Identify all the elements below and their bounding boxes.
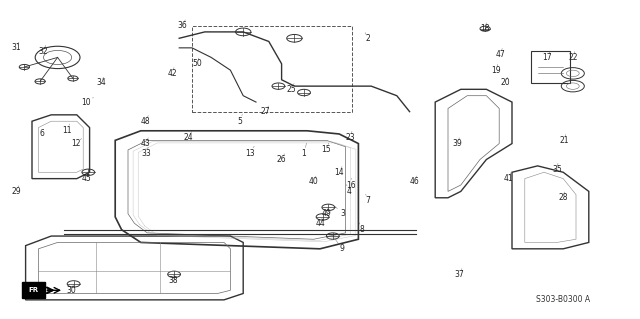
FancyBboxPatch shape — [22, 282, 45, 298]
Text: 15: 15 — [321, 145, 332, 154]
Text: 39: 39 — [452, 139, 463, 148]
Text: 17: 17 — [542, 53, 552, 62]
Text: 23: 23 — [346, 133, 356, 142]
Text: 36: 36 — [177, 21, 188, 30]
Text: 6: 6 — [39, 130, 44, 138]
Text: 13: 13 — [244, 149, 255, 158]
Text: 50: 50 — [192, 59, 202, 68]
Text: 37: 37 — [454, 270, 465, 279]
Text: 48: 48 — [141, 117, 151, 126]
Text: 9: 9 — [340, 244, 345, 253]
Text: 40: 40 — [308, 177, 319, 186]
Text: 46: 46 — [410, 177, 420, 186]
Text: 34: 34 — [96, 78, 106, 87]
Text: 26: 26 — [276, 155, 287, 164]
Text: 49: 49 — [321, 209, 332, 218]
Text: 47: 47 — [495, 50, 506, 59]
Text: 28: 28 — [559, 193, 568, 202]
Text: 4: 4 — [346, 187, 351, 196]
Text: 20: 20 — [500, 78, 511, 87]
Text: 10: 10 — [81, 98, 92, 107]
Text: 3: 3 — [340, 209, 345, 218]
Text: 43: 43 — [141, 139, 151, 148]
Text: 8: 8 — [359, 225, 364, 234]
Text: 22: 22 — [569, 53, 578, 62]
Text: S303-B0300 A: S303-B0300 A — [536, 295, 590, 304]
Text: 42: 42 — [168, 69, 178, 78]
Text: 12: 12 — [71, 139, 80, 148]
Text: 18: 18 — [481, 24, 490, 33]
Text: 31: 31 — [11, 43, 21, 52]
Text: 5: 5 — [237, 117, 243, 126]
Text: 1: 1 — [301, 149, 307, 158]
Text: FR: FR — [28, 287, 38, 293]
Text: 33: 33 — [141, 149, 151, 158]
Text: 29: 29 — [11, 187, 21, 196]
Text: 27: 27 — [260, 107, 271, 116]
Text: 21: 21 — [560, 136, 569, 145]
Text: 35: 35 — [552, 165, 562, 174]
Text: 30: 30 — [67, 286, 77, 295]
Text: 45: 45 — [81, 174, 92, 183]
Text: 14: 14 — [334, 168, 344, 177]
Text: 38: 38 — [168, 276, 178, 285]
Text: 32: 32 — [38, 47, 49, 56]
Text: 44: 44 — [315, 219, 325, 228]
Text: 7: 7 — [365, 197, 371, 205]
Text: 11: 11 — [63, 126, 72, 135]
Text: 41: 41 — [504, 174, 514, 183]
Text: 16: 16 — [346, 181, 356, 189]
Text: 25: 25 — [286, 85, 296, 94]
Text: 19: 19 — [491, 66, 501, 75]
Text: 2: 2 — [365, 34, 371, 43]
Text: 24: 24 — [184, 133, 194, 142]
